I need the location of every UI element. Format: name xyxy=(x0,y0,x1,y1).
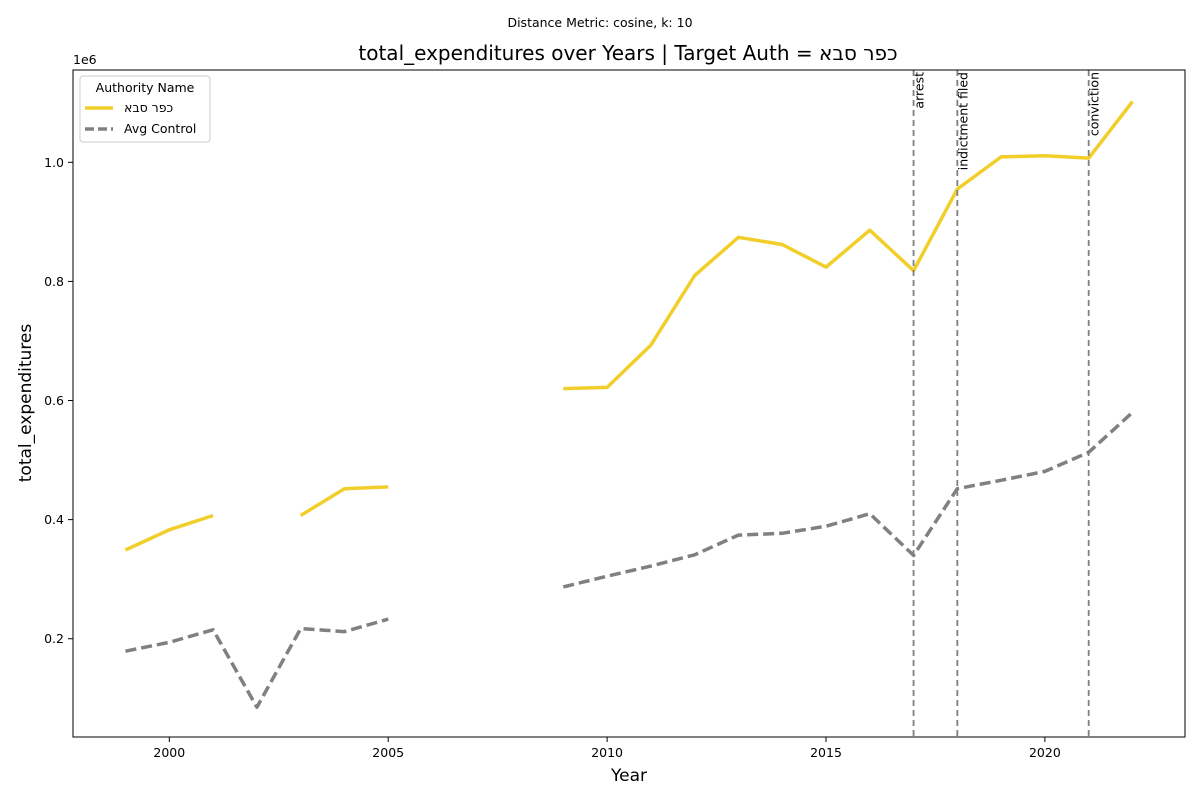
y-tick-label: 0.6 xyxy=(44,393,64,408)
y-tick-label: 1.0 xyxy=(44,155,64,170)
x-tick-label: 2010 xyxy=(591,745,623,760)
x-tick-label: 2015 xyxy=(810,745,842,760)
legend-label-target: כפר סבא xyxy=(124,100,173,115)
event-label-3: conviction xyxy=(1087,72,1102,136)
y-tick-label: 0.8 xyxy=(44,274,64,289)
x-tick-label: 2000 xyxy=(153,745,185,760)
chart-title: total_expenditures over Years | Target A… xyxy=(358,41,897,65)
series-line-control-segment-1 xyxy=(125,617,389,709)
suptitle: Distance Metric: cosine, k: 10 xyxy=(507,15,692,30)
legend-title: Authority Name xyxy=(96,80,195,95)
legend-box xyxy=(79,75,211,143)
y-axis: 0.2 0.4 0.6 0.8 1.0 xyxy=(44,155,73,646)
event-label-1: arrest xyxy=(912,72,927,109)
x-axis-label: Year xyxy=(610,766,647,786)
series-line-control-segment-2 xyxy=(562,411,1134,589)
series-line-target-segment-3 xyxy=(563,100,1134,391)
legend-label-control: Avg Control xyxy=(124,121,196,136)
event-label-2: indictment filed xyxy=(955,72,970,170)
x-tick-label: 2005 xyxy=(372,745,404,760)
series-line-target-segment-1 xyxy=(124,513,214,552)
axes-frame xyxy=(72,69,1186,738)
y-tick-label: 0.2 xyxy=(44,631,64,646)
legend: Authority Name כפר סבא Avg Control xyxy=(79,75,211,143)
plot-area: arrest indictment filed conviction xyxy=(124,70,1134,737)
series-line-target-segment-2 xyxy=(299,485,389,517)
y-offset-label: 1e6 xyxy=(73,52,97,67)
y-tick-label: 0.4 xyxy=(44,512,64,527)
x-tick-label: 2020 xyxy=(1029,745,1061,760)
y-axis-label: total_expenditures xyxy=(16,324,36,483)
x-axis: 2000 2005 2010 2015 2020 xyxy=(153,737,1061,760)
